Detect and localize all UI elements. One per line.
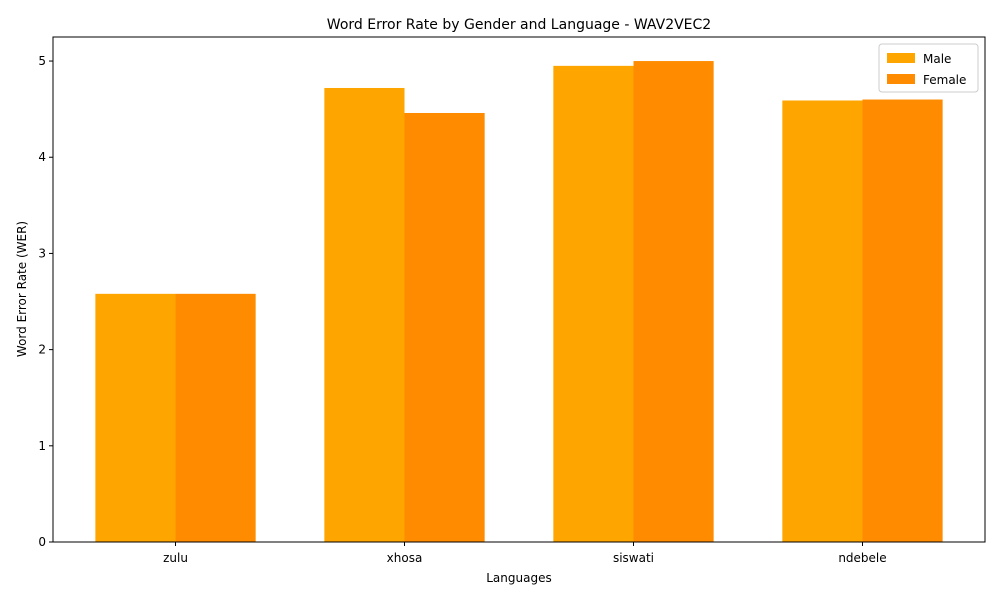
legend-swatch-male — [887, 53, 915, 63]
x-tick-label-zulu: zulu — [163, 551, 188, 565]
bar-female-xhosa — [404, 112, 485, 542]
legend-swatch-female — [887, 74, 915, 84]
bar-male-zulu — [95, 293, 176, 542]
legend-label-female: Female — [923, 73, 966, 87]
y-tick-label: 0 — [38, 535, 46, 549]
x-tick-label-ndebele: ndebele — [838, 551, 886, 565]
bars-group — [95, 61, 943, 543]
bar-female-ndebele — [862, 99, 943, 543]
x-axis-ticks: zulu xhosa siswati ndebele — [163, 542, 887, 565]
legend-label-male: Male — [923, 52, 951, 66]
bar-male-siswati — [553, 65, 634, 542]
chart-title: Word Error Rate by Gender and Language -… — [327, 17, 711, 33]
bar-female-siswati — [633, 61, 714, 543]
y-axis-ticks: 0 1 2 3 4 5 — [38, 54, 53, 549]
bar-male-ndebele — [782, 100, 863, 542]
legend: Male Female — [878, 43, 979, 93]
plot-frame — [52, 36, 986, 543]
y-tick-label: 3 — [38, 246, 46, 260]
y-axis-label: Word Error Rate (WER) — [15, 221, 29, 357]
bar-female-zulu — [175, 293, 256, 542]
y-tick-label: 5 — [38, 54, 46, 68]
x-axis-label: Languages — [486, 571, 551, 585]
bar-male-xhosa — [324, 87, 405, 542]
x-tick-label-siswati: siswati — [613, 551, 654, 565]
y-tick-label: 2 — [38, 343, 46, 357]
x-tick-label-xhosa: xhosa — [387, 551, 423, 565]
y-tick-label: 4 — [38, 150, 46, 164]
y-tick-label: 1 — [38, 439, 46, 453]
